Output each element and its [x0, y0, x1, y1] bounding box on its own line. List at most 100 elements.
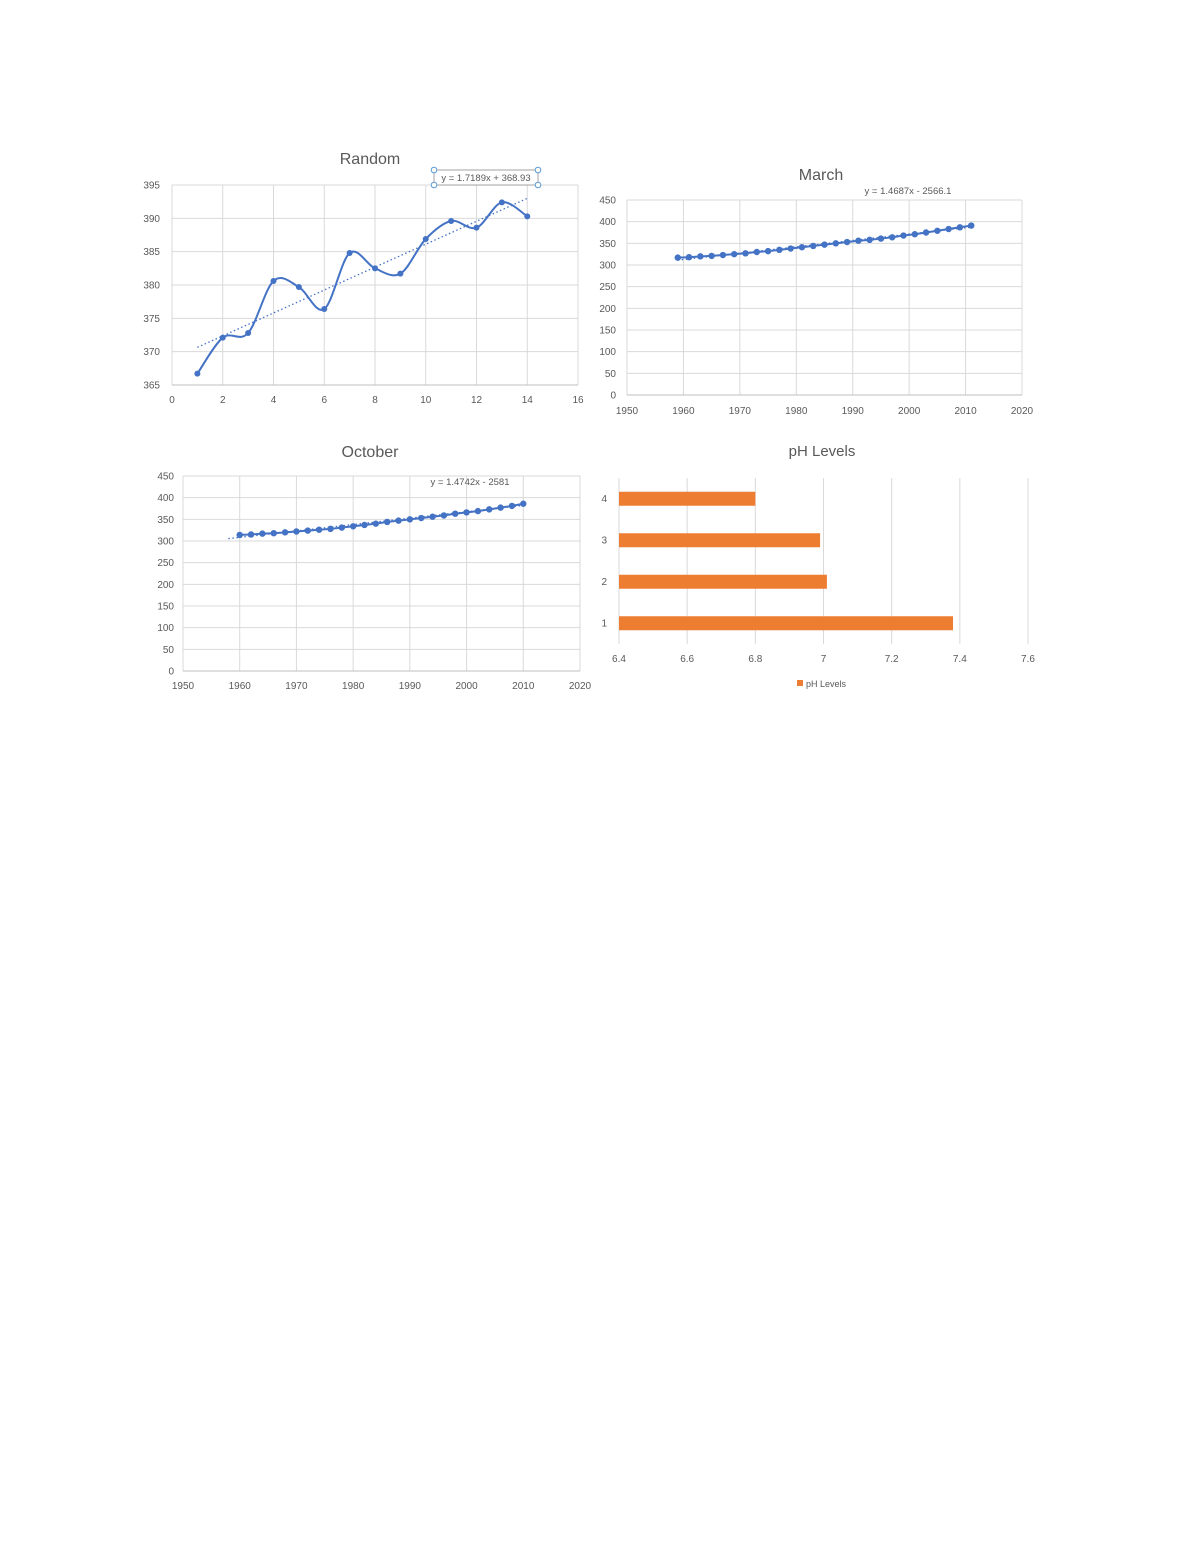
random-y-tick-label: 365 [143, 381, 160, 392]
random-data-point [448, 218, 455, 224]
ph-chart-title: pH Levels [789, 443, 856, 460]
october-data-point [406, 516, 414, 523]
ph-bar [619, 616, 954, 631]
march-data-point [945, 225, 952, 233]
random-data-point [422, 236, 429, 242]
march-data-point [832, 240, 839, 247]
october-data-point [508, 502, 516, 510]
random-svg: Random 0 2 4 6 8 10 12 14 16 365 370 375 380 385 390 395… [143, 151, 584, 406]
march-data-point [922, 229, 930, 236]
random-data-point [270, 278, 277, 284]
ph-category-label: 4 [601, 494, 607, 505]
october-data-point [463, 509, 470, 516]
random-equation-handle [430, 181, 438, 189]
random-x-tick-label: 16 [572, 395, 584, 406]
march-y-tick-label: 100 [599, 347, 616, 358]
march-x-tick-label: 1970 [729, 406, 752, 417]
march-x-tick-label: 2000 [898, 406, 921, 417]
october-data-point [281, 529, 289, 536]
october-data-point [440, 512, 448, 519]
march-y-tick-label: 0 [610, 391, 616, 402]
ph-category-label: 3 [601, 535, 607, 546]
october-x-tick-label: 2020 [569, 681, 592, 692]
october-data-point [486, 506, 493, 513]
random-x-tick-label: 14 [522, 395, 534, 406]
october-data-point [338, 524, 345, 531]
march-y-tick-label: 300 [599, 261, 616, 272]
march-data-point [697, 253, 704, 260]
march-x-tick-label: 1980 [785, 406, 808, 417]
random-x-tick-label: 4 [271, 395, 277, 406]
october-y-tick-label: 100 [157, 623, 174, 634]
random-x-tick-label: 8 [372, 395, 378, 406]
ph-bar [619, 574, 827, 589]
random-trendline-equation: y = 1.7189x + 368.93 [441, 173, 530, 184]
october-data-point [304, 527, 311, 534]
march-data-point [776, 246, 783, 254]
october-y-tick-label: 450 [157, 472, 174, 483]
chart-ph: pH Levels 6.4 6.6 6.8 7 7.2 7.4 7.6 1 2 3 4 pH Level… [598, 436, 1044, 698]
chart-random: Random 0 2 4 6 8 10 12 14 16 365 370 375 380 385 390 395… [140, 140, 600, 415]
october-y-tick-label: 150 [157, 602, 174, 613]
random-x-tick-label: 0 [169, 395, 175, 406]
march-data-point [855, 237, 862, 244]
march-y-tick-label: 200 [599, 304, 616, 315]
october-svg: October 1950 1960 1970 1980 1990 2000 2010 2020 0… [157, 444, 592, 692]
march-data-point [843, 238, 851, 246]
october-data-point [327, 525, 334, 533]
march-y-tick-label: 50 [605, 369, 617, 380]
october-x-tick-label: 1950 [172, 681, 195, 692]
march-data-point [956, 224, 964, 231]
october-x-tick-label: 1960 [229, 681, 252, 692]
random-data-point [473, 224, 480, 231]
random-data-point [295, 284, 302, 290]
march-data-point [900, 232, 907, 239]
march-data-point [719, 251, 727, 259]
october-y-tick-label: 200 [157, 580, 174, 591]
random-equation-handle [534, 181, 542, 189]
october-y-tick-label: 400 [157, 493, 174, 504]
march-svg: March 1950 1960 1970 1980 1990 2000 2010 2020 0 50… [599, 167, 1033, 417]
ph-x-tick-label: 6.4 [612, 654, 626, 665]
ph-legend-swatch [797, 680, 803, 686]
october-x-tick-label: 1990 [399, 681, 422, 692]
ph-legend-label: pH Levels [806, 679, 847, 689]
ph-x-tick-label: 7.2 [885, 654, 899, 665]
october-data-point [497, 504, 504, 511]
random-data-point [524, 213, 531, 220]
october-data-point [361, 521, 368, 529]
march-data-point [674, 254, 681, 261]
ph-x-tick-label: 6.6 [680, 654, 694, 665]
october-data-point [383, 518, 391, 526]
march-data-point [753, 248, 760, 256]
random-x-tick-label: 10 [420, 395, 432, 406]
march-data-point [934, 227, 941, 234]
march-y-tick-label: 350 [599, 239, 616, 250]
october-data-point [429, 513, 436, 520]
october-x-tick-label: 2010 [512, 681, 535, 692]
march-data-point [810, 242, 817, 250]
october-y-tick-label: 250 [157, 558, 174, 569]
ph-x-tick-label: 7.4 [953, 654, 967, 665]
chart-march: March 1950 1960 1970 1980 1990 2000 2010 2020 0 50… [598, 160, 1044, 420]
march-x-tick-label: 1960 [672, 406, 695, 417]
ph-x-tick-label: 6.8 [748, 654, 762, 665]
random-y-tick-label: 385 [143, 247, 160, 258]
march-x-tick-label: 1950 [616, 406, 639, 417]
chart-october: October 1950 1960 1970 1980 1990 2000 2010 2020 0… [140, 436, 600, 698]
random-data-point [372, 265, 378, 272]
october-x-tick-label: 1970 [285, 681, 308, 692]
random-y-tick-label: 395 [143, 181, 160, 192]
october-data-point [315, 526, 323, 533]
october-chart-title: October [342, 444, 400, 461]
random-equation-handle [534, 166, 542, 174]
random-data-point [321, 306, 328, 312]
random-y-tick-label: 370 [143, 347, 160, 358]
march-data-point [685, 254, 693, 261]
random-data-point [245, 330, 252, 336]
october-data-point [520, 500, 527, 507]
march-data-point [877, 235, 885, 242]
random-y-tick-label: 380 [143, 281, 160, 292]
october-x-tick-label: 2000 [455, 681, 478, 692]
random-y-tick-label: 375 [143, 314, 160, 325]
